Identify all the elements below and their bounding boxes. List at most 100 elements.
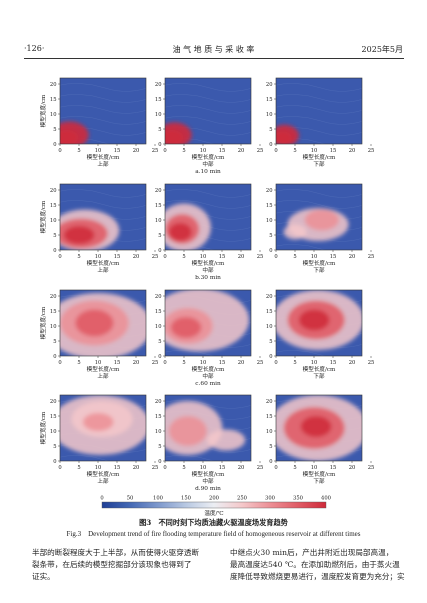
colorbar-tick-label: 350 [293, 496, 303, 502]
plot-frame [59, 183, 147, 251]
y-tick-label: 0 [53, 248, 56, 254]
x-tick-label: 0 [58, 254, 61, 260]
hot-zone [165, 122, 192, 144]
issue-date: 2025年5月 [361, 45, 403, 54]
x-tick-label: 15 [114, 465, 121, 471]
hot-zone [276, 124, 299, 144]
x-tick-label: 5 [293, 360, 296, 366]
position-label: 上部 [97, 266, 109, 274]
x-tick-label: 10 [200, 465, 207, 471]
y-tick-label: 10 [50, 218, 57, 224]
x-tick-label: 0 [274, 148, 277, 154]
journal-title: 油 气 地 质 与 采 收 率 [172, 45, 255, 54]
hot-blob [63, 226, 95, 244]
x-tick-label: 10 [200, 148, 207, 154]
contour-line [60, 116, 146, 125]
x-tick-label: 20 [238, 360, 245, 366]
x-tick-label: 10 [311, 148, 318, 154]
x-tick-label: 0 [163, 465, 166, 471]
hot-zone [276, 290, 362, 350]
position-label: 中部 [202, 266, 214, 274]
x-axis-label: 模型长度/cm [87, 153, 120, 161]
x-tick-label: 20 [349, 360, 356, 366]
y-tick-label: 15 [50, 97, 57, 103]
y-tick-label: 15 [266, 414, 273, 420]
contour-line [165, 200, 251, 209]
y-tick-label: 5 [269, 339, 272, 345]
x-tick-label: 20 [133, 254, 140, 260]
x-tick-label: 25 [257, 360, 264, 366]
x-tick-label: 25 [152, 148, 159, 154]
hot-blob [168, 416, 208, 446]
y-tick-label: 5 [158, 339, 161, 345]
colorbar-title: 温度/℃ [204, 509, 223, 517]
x-tick-label: 10 [95, 254, 102, 260]
body-line: 度降低导致燃烧更易进行，温度腔发育更为充分；实 [230, 572, 405, 581]
y-tick-label: 20 [155, 399, 162, 405]
x-tick-label: 15 [330, 148, 337, 154]
hot-blob [207, 429, 246, 451]
plot-frame [59, 77, 147, 145]
x-tick-label: 15 [330, 360, 337, 366]
y-tick-label: 10 [155, 324, 162, 330]
y-tick-label: 10 [266, 324, 273, 330]
plot-frame [275, 183, 363, 251]
x-tick-label: 10 [311, 465, 318, 471]
y-tick-label: 15 [266, 309, 273, 315]
y-tick-label: 20 [50, 188, 57, 194]
x-tick-label: 15 [330, 465, 337, 471]
x-tick-label: 25 [152, 360, 159, 366]
x-tick-label: 0 [163, 254, 166, 260]
y-tick-label: 20 [155, 294, 162, 300]
x-tick-label: 5 [293, 148, 296, 154]
contour-line [276, 244, 362, 250]
x-tick-label: 20 [133, 360, 140, 366]
y-tick-label: 15 [50, 309, 57, 315]
contour-line [276, 350, 362, 356]
y-tick-label: 20 [50, 294, 57, 300]
plot-frame [59, 394, 147, 462]
x-tick-label: 0 [58, 360, 61, 366]
colorbar-tick-label: 100 [153, 496, 163, 502]
x-tick-label: 5 [293, 465, 296, 471]
contour-line [276, 189, 362, 198]
y-tick-label: 15 [155, 309, 162, 315]
y-tick-label: 10 [155, 429, 162, 435]
x-tick-label: 20 [238, 254, 245, 260]
colorbar-tick-label: 150 [181, 496, 191, 502]
y-tick-label: 15 [266, 203, 273, 209]
y-tick-label: 5 [269, 127, 272, 133]
contour-line [165, 400, 251, 409]
y-tick-label: 0 [53, 142, 56, 148]
y-tick-label: 5 [53, 444, 56, 450]
x-tick-label: 15 [219, 254, 226, 260]
x-tick-label: 15 [219, 148, 226, 154]
y-tick-label: 20 [266, 188, 273, 194]
position-label: 下部 [313, 372, 325, 380]
x-tick-label: 0 [274, 360, 277, 366]
plot-frame [164, 183, 252, 251]
body-line: 半部的断裂程度大于上半部，从而使得火驱穿透断 [32, 548, 200, 557]
hot-blob [300, 416, 332, 437]
y-tick-label: 0 [158, 459, 161, 465]
x-tick-label: 5 [182, 254, 185, 260]
y-tick-label: 0 [269, 354, 272, 360]
contour-line [276, 94, 362, 103]
hot-blob [60, 129, 79, 144]
x-tick-label: 10 [95, 360, 102, 366]
y-tick-label: 5 [53, 233, 56, 239]
contour-line [276, 200, 362, 209]
contour-line [60, 94, 146, 103]
x-tick-label: 25 [368, 148, 375, 154]
body-line: 最高温度达540 ℃。在添加助燃剂后，由于蒸火温 [230, 560, 400, 569]
position-label: 上部 [97, 160, 109, 168]
y-tick-label: 20 [266, 399, 273, 405]
x-tick-label: 5 [293, 254, 296, 260]
y-tick-label: 20 [50, 399, 57, 405]
